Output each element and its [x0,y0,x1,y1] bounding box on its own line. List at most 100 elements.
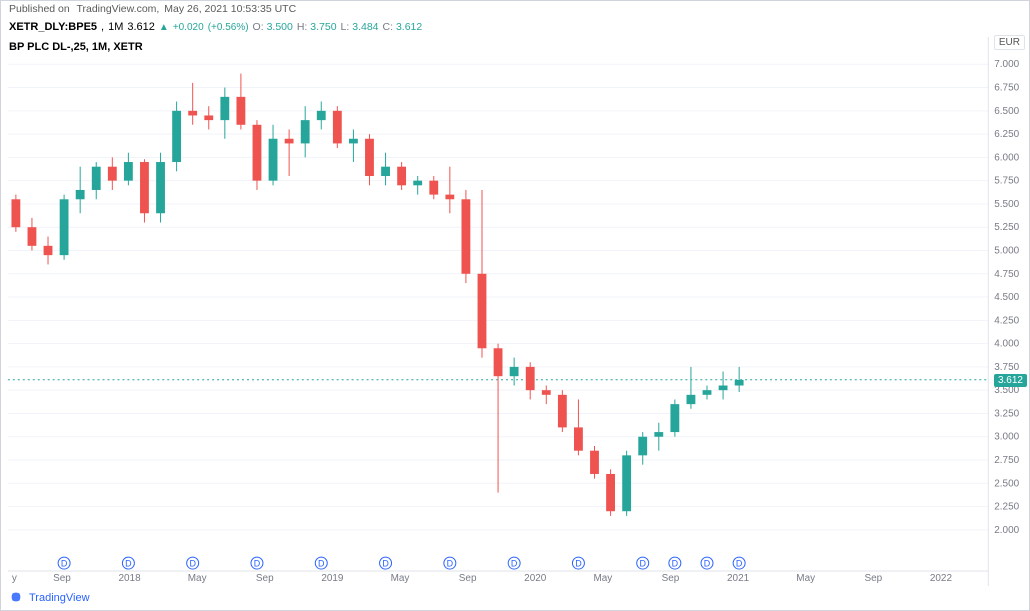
low-label: L: [341,21,350,33]
candle[interactable] [703,390,712,395]
footer-brand[interactable]: TradingView [29,592,90,604]
dividend-marker-label: D [447,559,454,569]
candle[interactable] [445,195,454,200]
candle[interactable] [253,125,262,181]
chart-title: BP PLC DL-,25, 1M, XETR [9,41,143,53]
candle[interactable] [60,199,69,255]
dividend-marker-label: D [318,559,325,569]
dividend-marker-label: D [704,559,711,569]
y-tick-label: 3.000 [994,432,1019,443]
last-price: 3.612 [127,21,155,33]
candle[interactable] [510,367,519,376]
candle[interactable] [381,167,390,176]
x-tick-label: Sep [53,573,71,584]
candle[interactable] [333,111,342,144]
dividend-marker-label: D [575,559,582,569]
candle[interactable] [542,390,551,395]
interval: 1M [108,21,123,33]
candle[interactable] [172,111,181,162]
candle[interactable] [590,451,599,474]
candlestick-chart[interactable]: 2.0002.2502.5002.7503.0003.2503.5003.750… [1,35,1029,586]
publish-header: Published on TradingView.com, May 26, 20… [1,1,1029,19]
candle[interactable] [478,274,487,348]
published-date: May 26, 2021 10:53:35 UTC [164,3,296,15]
candle[interactable] [622,455,631,511]
y-tick-label: 4.750 [994,269,1019,280]
high-value: 3.750 [310,21,336,33]
x-tick-label: Sep [459,573,477,584]
published-site: TradingView.com [76,3,156,15]
y-tick-label: 3.750 [994,362,1019,373]
x-tick-label: May [391,573,410,584]
x-tick-label: May [188,573,207,584]
dividend-marker-label: D [189,559,196,569]
x-tick-label: 2020 [524,573,547,584]
candle[interactable] [654,432,663,437]
candle[interactable] [735,380,744,386]
candle[interactable] [317,111,326,120]
candle[interactable] [108,167,117,181]
candle[interactable] [204,115,213,120]
candle[interactable] [285,139,294,144]
candle[interactable] [269,139,278,181]
candle[interactable] [92,167,101,190]
candle[interactable] [140,162,149,213]
candle[interactable] [494,348,503,376]
y-tick-label: 4.000 [994,339,1019,350]
symbol-code: XETR_DLY:BPE5 [9,21,97,33]
x-tick-label: Sep [256,573,274,584]
open-label: O: [253,21,264,33]
y-tick-label: 2.000 [994,525,1019,536]
candle[interactable] [76,190,85,199]
candle[interactable] [301,120,310,143]
last-price-tag: 3.612 [994,374,1027,387]
dividend-marker-label: D [125,559,132,569]
candle[interactable] [638,437,647,456]
candle[interactable] [156,162,165,213]
y-tick-label: 5.000 [994,245,1019,256]
dividend-marker-label: D [736,559,743,569]
y-tick-label: 3.250 [994,408,1019,419]
candle[interactable] [526,367,535,390]
dividend-marker-label: D [61,559,68,569]
high-label: H: [297,21,308,33]
tradingview-logo-icon [9,590,23,607]
candle[interactable] [687,395,696,404]
candle[interactable] [429,181,438,195]
chart-root: Published on TradingView.com, May 26, 20… [0,0,1030,611]
x-tick-label: Sep [662,573,680,584]
candle[interactable] [365,139,374,176]
y-tick-label: 4.500 [994,292,1019,303]
y-tick-label: 6.500 [994,106,1019,117]
candle[interactable] [11,199,20,227]
chart-area[interactable]: BP PLC DL-,25, 1M, XETR 2.0002.2502.5002… [1,35,1029,586]
candle[interactable] [574,427,583,450]
candle[interactable] [220,97,229,120]
y-tick-label: 2.500 [994,478,1019,489]
y-axis-unit: EUR [994,35,1025,50]
dividend-marker-label: D [639,559,646,569]
candle[interactable] [28,227,37,246]
candle[interactable] [670,404,679,432]
y-tick-label: 5.750 [994,176,1019,187]
candle[interactable] [236,97,245,125]
x-tick-label: 2022 [930,573,953,584]
candle[interactable] [461,199,470,273]
x-tick-label: 2019 [321,573,344,584]
candle[interactable] [719,386,728,391]
candle[interactable] [124,162,133,181]
dividend-marker-label: D [672,559,679,569]
candle[interactable] [44,246,53,255]
candle[interactable] [606,474,615,511]
dividend-marker-label: D [511,559,518,569]
x-tick-label: y [12,573,17,584]
y-tick-label: 7.000 [994,59,1019,70]
candle[interactable] [558,395,567,428]
candle[interactable] [349,139,358,144]
y-tick-label: 2.750 [994,455,1019,466]
candle[interactable] [413,181,422,186]
dividend-marker-label: D [382,559,389,569]
candle[interactable] [188,111,197,116]
candle[interactable] [397,167,406,186]
published-label: Published on [9,3,70,15]
